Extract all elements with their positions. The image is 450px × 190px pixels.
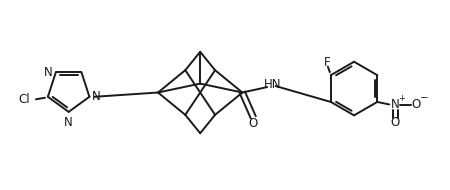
Text: −: − bbox=[419, 93, 428, 104]
Text: HN: HN bbox=[263, 78, 281, 91]
Text: O: O bbox=[391, 116, 400, 129]
Text: F: F bbox=[324, 56, 330, 69]
Text: O: O bbox=[411, 98, 421, 111]
Text: N: N bbox=[91, 90, 100, 103]
Text: N: N bbox=[64, 116, 73, 129]
Text: O: O bbox=[249, 117, 258, 130]
Text: N: N bbox=[391, 98, 400, 111]
Text: N: N bbox=[44, 66, 53, 79]
Text: +: + bbox=[398, 94, 405, 103]
Text: Cl: Cl bbox=[18, 93, 30, 106]
